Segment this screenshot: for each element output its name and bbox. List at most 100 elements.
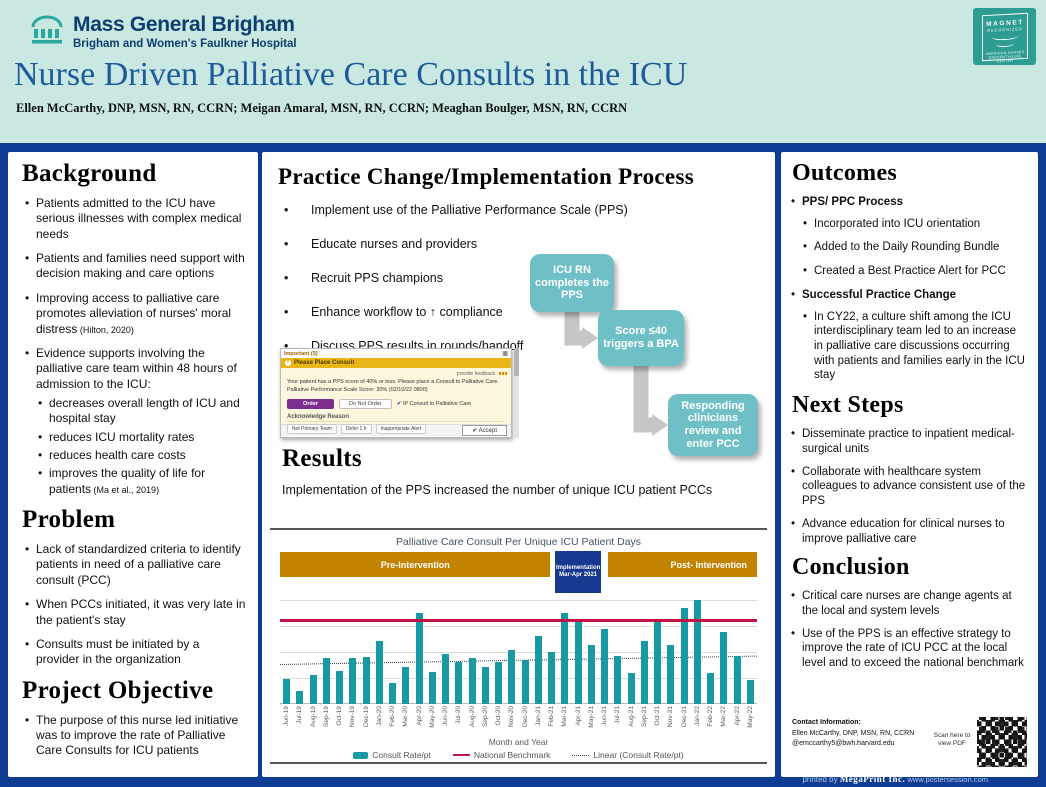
chart-phase-bands: Pre-Intervention Implementation Mar-Apr 20… [280,550,757,594]
results-section: Results Implementation of the PPS increa… [282,445,722,497]
bar [627,672,635,704]
bar [707,672,715,704]
do-not-order-button[interactable]: Do Not Order [338,398,392,409]
x-tick-label: Feb-22 [707,706,715,727]
legend-swatch [353,751,369,759]
bullet-item: In CY22, a culture shift among the ICU i… [803,310,1026,384]
x-tick-label: Sep-21 [640,706,648,727]
x-tick-label: Mar-21 [561,706,569,727]
bullet-item: Patients admitted to the ICU have seriou… [25,196,246,242]
ack-option-button[interactable]: Inappropriate Alert [375,423,427,434]
section-heading: Project Objective [22,676,214,704]
gridline [280,678,757,679]
ehr-scrollbar[interactable] [514,348,519,438]
exclamation-circle-icon: ! [285,360,291,366]
ip-consult-link[interactable]: ✔ IP Consult to Palliative Care [396,400,472,407]
bullet-item: Added to the Daily Rounding Bundle [803,240,1026,255]
x-tick-label: Oct-20 [495,706,503,726]
x-tick-label: Dec-20 [521,706,529,727]
legend-swatch [572,754,590,756]
legend-item: National Benchmark [452,750,550,760]
phase-band: Implementation Mar-Apr 2021 [553,550,603,594]
x-tick-label: Jun-21 [601,706,609,726]
authors-line: Ellen McCarthy, DNP, MSN, RN, CCRN; Meig… [16,101,628,115]
bar-series [280,600,757,704]
poster-section: Problem Lack of standardized criteria to … [22,506,246,668]
magnet-pennant-icon: MAGNET RECOGNIZED AMERICAN NURSES CREDEN… [981,12,1028,63]
section-heading-results: Results [282,445,362,472]
gridline [280,652,757,653]
bar [667,644,675,704]
middle-column-card: Practice Change/Implementation Process I… [262,152,775,777]
bar [481,666,489,704]
x-tick-label: Oct-19 [336,706,344,726]
bar [309,674,317,704]
ack-option-button[interactable]: Not Primary Team [287,423,337,434]
mgb-logo: Mass General Brigham Brigham and Women's… [30,13,297,50]
x-tick-label: Mar-22 [720,706,728,727]
bar [495,662,503,704]
magnet-badge: MAGNET RECOGNIZED AMERICAN NURSES CREDEN… [973,8,1036,65]
bar [296,690,304,704]
section-heading: Problem [22,506,116,534]
bullet-item: reduces health care costs [38,448,246,464]
bar [601,629,609,704]
right-column-card: Outcomes PPS/ PPC ProcessIncorporated int… [781,152,1038,777]
x-tick-label: May-22 [746,706,754,728]
bullet-item: Recruit PPS champions [284,270,759,286]
bar [349,658,357,704]
printed-by-text: printed by [802,775,838,784]
x-tick-label: Sep-19 [322,706,330,727]
x-tick-label: Dec-21 [680,706,688,727]
bar [534,636,542,704]
section-heading: Conclusion [792,554,910,581]
contact-info: Contact Information: Ellen McCarthy, DNP… [792,718,914,750]
laurel-icon [991,32,1018,41]
section-heading: Background [22,160,157,187]
section-heading: Next Steps [792,392,904,419]
phase-band: Post- Intervention [607,552,757,577]
magnet-line4: CREDENTIALING CENTER [988,53,1021,63]
bullet-item: Educate nurses and providers [284,236,759,252]
chart-title: Palliative Care Consult Per Unique ICU P… [395,536,642,548]
bar [521,660,529,704]
x-tick-label: Aug-21 [627,706,635,727]
gridline [280,626,757,627]
right-column-content: Outcomes PPS/ PPC ProcessIncorporated int… [781,152,1038,679]
x-tick-label: Feb-20 [389,706,397,727]
bar [362,657,370,704]
x-tick-label: May-20 [428,706,436,728]
left-column-card: Background Patients admitted to the ICU h… [8,152,258,777]
x-tick-label: May-21 [587,706,595,728]
printer-name: MegaPrint Inc. [839,774,906,784]
x-tick-label: Jun-19 [283,706,291,726]
bar [720,632,728,704]
scrollbar-thumb[interactable] [514,348,519,376]
poster-section: Background Patients admitted to the ICU h… [22,160,246,497]
ehr-window-title: Important (5) [284,350,318,357]
printer-site: www.postersession.com [907,775,988,784]
poster-title: Nurse Driven Palliative Care Consults in… [14,56,688,93]
check-icon: ✔ [396,400,403,407]
x-tick-label: Jan-21 [534,706,542,726]
bullet-item: When PCCs initiated, it was very late in… [25,597,246,628]
bar [548,652,556,704]
bullet-item: improves the quality of life for patient… [38,466,246,497]
bullet-item: Created a Best Practice Alert for PCC [803,264,1026,279]
ehr-collapse-icon[interactable]: ▣ [502,351,508,357]
bullet-item: Patients and families need support with … [25,251,246,282]
x-tick-label: Mar-20 [402,706,410,727]
laurel-icon [995,40,1014,47]
results-chart: Palliative Care Consult Per Unique ICU P… [270,528,767,764]
bar [561,612,569,704]
bar [614,656,622,704]
bar [746,680,754,704]
ack-option-button[interactable]: Defer 1 h [340,423,372,434]
provide-feedback-link[interactable]: provide feedback [456,371,495,377]
x-tick-label: Jan-20 [375,706,383,726]
ehr-alert-text-line1: Your patient has a PPS score of 40% or l… [287,379,499,385]
order-button[interactable]: Order [287,398,334,409]
ehr-banner-label: Please Place Consult [294,360,355,366]
accept-button[interactable]: ✔ Accept [462,425,507,436]
ehr-alert-text-line2: Palliative Performance Scale Score: 30% … [287,387,428,394]
